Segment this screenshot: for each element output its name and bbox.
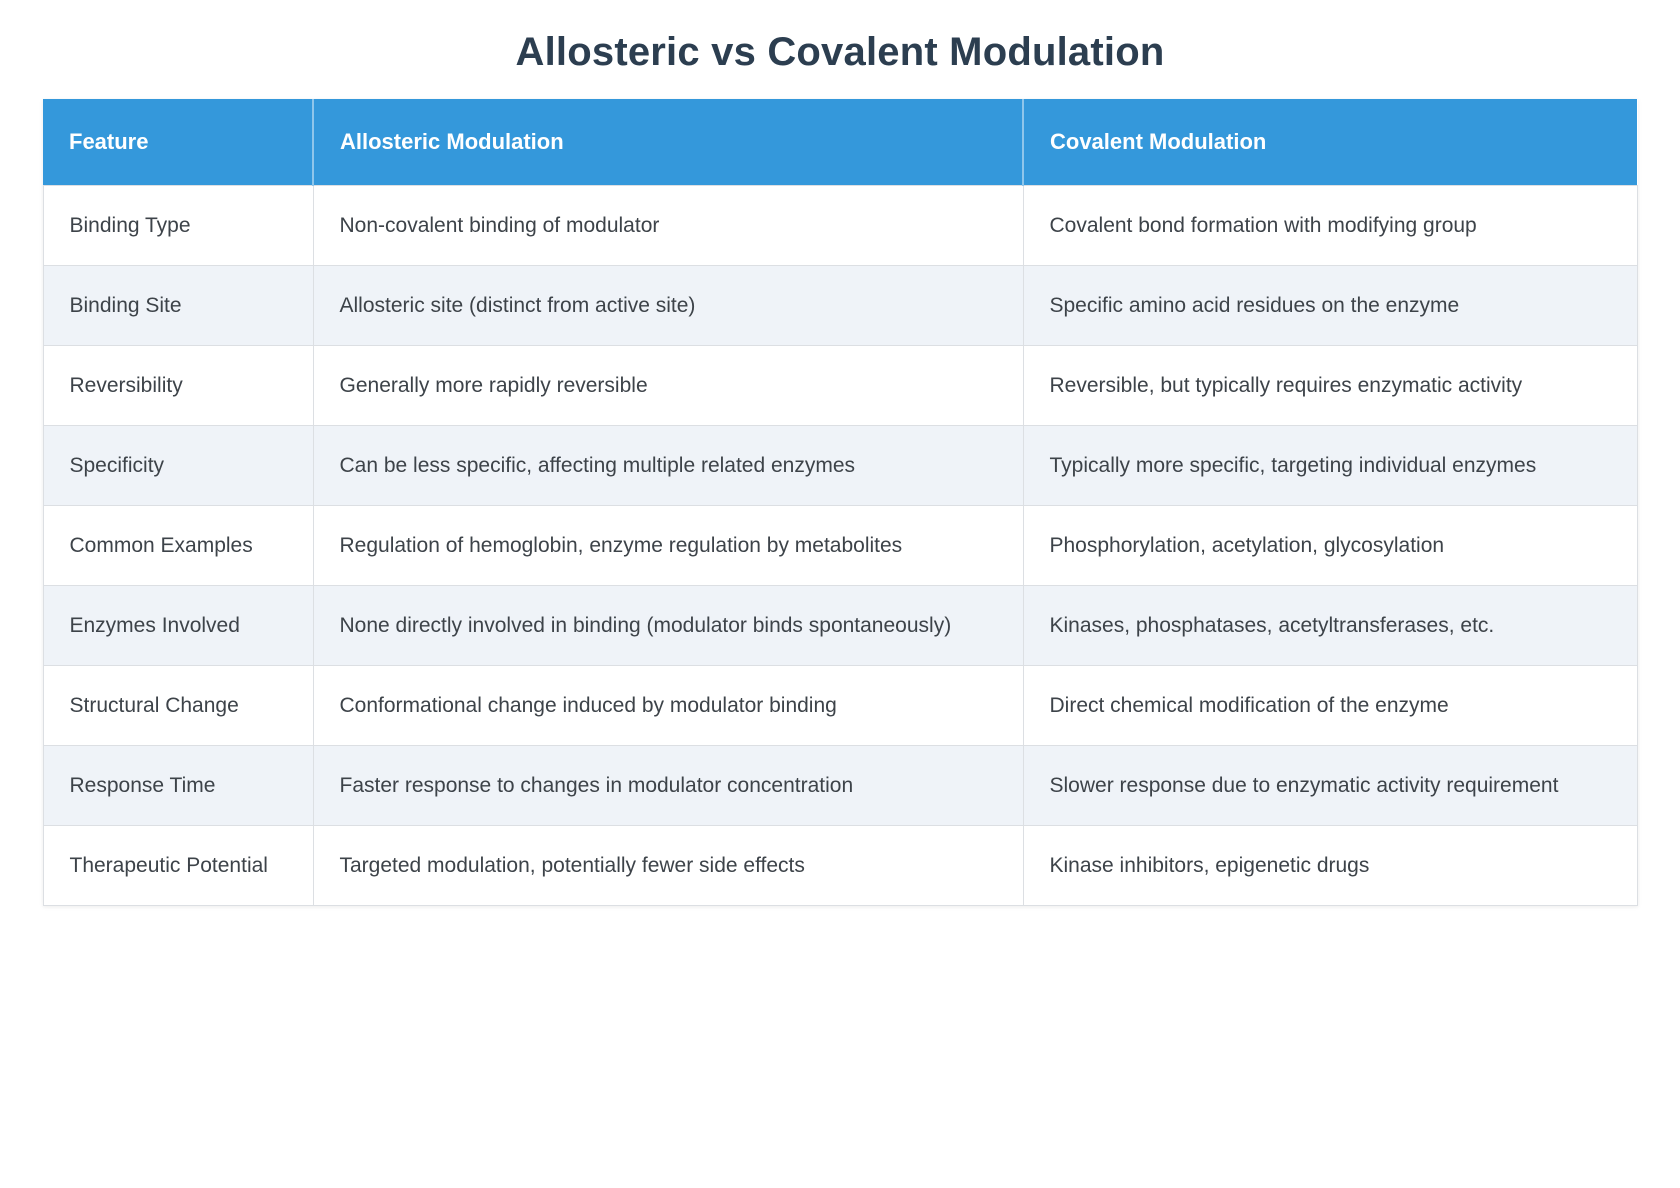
feature-cell: Specificity <box>42 425 314 506</box>
comparison-table: Feature Allosteric Modulation Covalent M… <box>42 99 1638 906</box>
column-header-covalent: Covalent Modulation <box>1022 99 1637 186</box>
covalent-cell: Specific amino acid residues on the enzy… <box>1022 265 1638 346</box>
feature-cell: Response Time <box>42 745 314 826</box>
feature-cell: Enzymes Involved <box>42 585 314 666</box>
feature-cell: Therapeutic Potential <box>42 825 314 906</box>
allosteric-cell: Generally more rapidly reversible <box>312 345 1024 426</box>
allosteric-cell: None directly involved in binding (modul… <box>312 585 1024 666</box>
allosteric-cell: Targeted modulation, potentially fewer s… <box>312 825 1024 906</box>
table-row: Structural Change Conformational change … <box>42 665 1638 746</box>
feature-cell: Reversibility <box>42 345 314 426</box>
covalent-cell: Phosphorylation, acetylation, glycosylat… <box>1022 505 1638 586</box>
page-title: Allosteric vs Covalent Modulation <box>515 30 1165 74</box>
table-row: Reversibility Generally more rapidly rev… <box>42 345 1638 426</box>
allosteric-cell: Faster response to changes in modulator … <box>312 745 1024 826</box>
feature-cell: Binding Type <box>42 185 314 266</box>
column-header-allosteric: Allosteric Modulation <box>312 99 1023 186</box>
covalent-cell: Direct chemical modification of the enzy… <box>1022 665 1638 746</box>
table-row: Therapeutic Potential Targeted modulatio… <box>42 825 1638 906</box>
table-row: Response Time Faster response to changes… <box>42 745 1638 826</box>
table-header: Feature Allosteric Modulation Covalent M… <box>43 99 1637 186</box>
feature-cell: Common Examples <box>42 505 314 586</box>
allosteric-cell: Non-covalent binding of modulator <box>312 185 1024 266</box>
table-row: Binding Type Non-covalent binding of mod… <box>42 185 1638 266</box>
covalent-cell: Typically more specific, targeting indiv… <box>1022 425 1638 506</box>
allosteric-cell: Allosteric site (distinct from active si… <box>312 265 1024 346</box>
table-row: Specificity Can be less specific, affect… <box>42 425 1638 506</box>
table-row: Common Examples Regulation of hemoglobin… <box>42 505 1638 586</box>
allosteric-cell: Can be less specific, affecting multiple… <box>312 425 1024 506</box>
column-header-feature: Feature <box>43 99 313 186</box>
allosteric-cell: Conformational change induced by modulat… <box>312 665 1024 746</box>
covalent-cell: Slower response due to enzymatic activit… <box>1022 745 1638 826</box>
table-row: Binding Site Allosteric site (distinct f… <box>42 265 1638 346</box>
feature-cell: Binding Site <box>42 265 314 346</box>
allosteric-cell: Regulation of hemoglobin, enzyme regulat… <box>312 505 1024 586</box>
covalent-cell: Kinases, phosphatases, acetyltransferase… <box>1022 585 1638 666</box>
header-row: Feature Allosteric Modulation Covalent M… <box>43 99 1637 186</box>
covalent-cell: Covalent bond formation with modifying g… <box>1022 185 1638 266</box>
table-body: Binding Type Non-covalent binding of mod… <box>42 185 1638 906</box>
feature-cell: Structural Change <box>42 665 314 746</box>
table-row: Enzymes Involved None directly involved … <box>42 585 1638 666</box>
covalent-cell: Reversible, but typically requires enzym… <box>1022 345 1638 426</box>
covalent-cell: Kinase inhibitors, epigenetic drugs <box>1022 825 1638 906</box>
